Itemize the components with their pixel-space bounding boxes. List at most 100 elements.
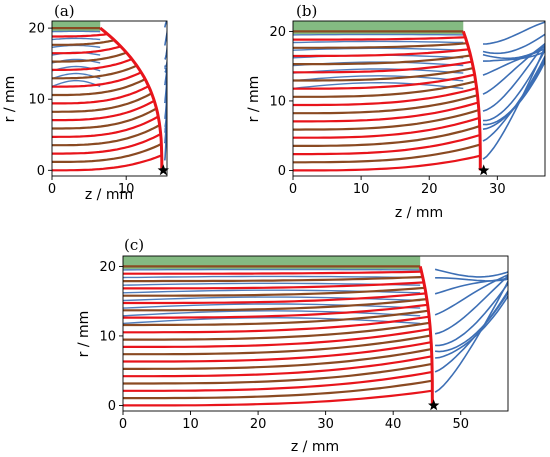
jet-streamline (293, 87, 477, 107)
jet-streamline (123, 334, 431, 356)
outer-streamline (435, 277, 508, 282)
x-tick-label: 10 (353, 182, 370, 197)
jet-streamline (52, 71, 142, 88)
plot-frame (122, 255, 509, 412)
upper-streamline (123, 303, 421, 309)
y-tick-label: 0 (37, 164, 45, 179)
upper-streamline (293, 40, 464, 44)
star-marker (428, 399, 440, 411)
jet-streamline (123, 275, 423, 283)
jet-streamline (123, 348, 432, 370)
x-tick-label: 40 (385, 417, 402, 432)
jet-streamline (293, 94, 478, 115)
y-tick-label: 10 (28, 93, 45, 108)
outer-streamline (435, 291, 508, 353)
jet-streamline (52, 64, 138, 80)
jet-streamline (293, 80, 476, 98)
jet-streamline (293, 116, 480, 139)
jet-streamline (52, 124, 161, 147)
panel-b: 0 10 20 30 0 10 20 (b) z / mm r / mm (246, 2, 546, 221)
outer-streamline (483, 50, 545, 62)
x-tick-label: 0 (289, 182, 297, 197)
outer-streamline (164, 63, 167, 86)
plot-frame (51, 20, 168, 177)
x-axis-label: z / mm (85, 187, 133, 203)
jet-streamline (123, 355, 432, 378)
jet-streamline (123, 379, 433, 400)
y-tick-label: 20 (269, 25, 286, 40)
jet-streamline (52, 107, 158, 130)
jet-streamline (123, 389, 433, 407)
y-tick-label: 0 (108, 399, 116, 414)
outer-streamline (164, 21, 167, 28)
outer-streamline (164, 57, 167, 68)
outer-streamline (435, 294, 508, 359)
jet-streamline (293, 154, 481, 172)
upper-streamline (123, 310, 421, 317)
jet-streamline (52, 78, 146, 97)
x-tick-label: 50 (452, 417, 469, 432)
outer-streamline (482, 42, 545, 95)
jet-streamline (52, 33, 108, 38)
outer-streamline (435, 282, 508, 347)
x-tick-label: 20 (421, 182, 438, 197)
jet-streamline (52, 85, 150, 105)
front-line (418, 266, 434, 406)
jet-streamline (293, 67, 474, 82)
jet-streamline (123, 370, 433, 392)
upper-streamline (123, 316, 421, 325)
jet-streamline (293, 133, 481, 156)
jet-streamline (123, 315, 430, 334)
outer-streamline (482, 33, 545, 55)
jet-streamline (52, 58, 133, 71)
upper-streamline (52, 79, 101, 88)
x-tick-label: 10 (118, 182, 135, 197)
x-axis-label: z / mm (291, 439, 339, 455)
outer-streamline (164, 28, 167, 46)
upper-streamline (123, 275, 421, 279)
jet-streamline (123, 341, 432, 363)
star-marker (157, 164, 169, 176)
upper-streamline (293, 75, 464, 82)
outer-streamline (434, 274, 508, 316)
jet-streamline (123, 298, 427, 312)
panel-a: 0 10 0 10 20 (a) z / mm r / mm (2, 2, 168, 203)
panel-label: (a) (54, 2, 75, 20)
y-tick-label: 10 (99, 329, 116, 344)
panel-label: (c) (124, 236, 144, 254)
jet-streamline (123, 362, 433, 385)
y-tick-label: 0 (278, 164, 286, 179)
y-tick-label: 20 (99, 260, 116, 275)
jet-streamline (123, 281, 424, 290)
jet-streamline (123, 321, 430, 341)
jet-streamline (52, 99, 155, 122)
jet-streamline (123, 328, 431, 348)
outer-streamline (482, 44, 545, 160)
jet-streamline (52, 142, 162, 163)
front-line (99, 26, 164, 171)
y-axis-label: r / mm (2, 76, 18, 123)
jet-streamline (123, 286, 425, 297)
outer-streamline (164, 64, 167, 73)
jet-streamline (293, 101, 479, 123)
jet-streamline (293, 54, 471, 66)
jet-streamline (52, 133, 162, 155)
jet-streamline (52, 92, 153, 113)
x-tick-label: 30 (489, 182, 506, 197)
jet-streamline (293, 108, 480, 131)
front-line (461, 30, 482, 171)
jet-streamline (52, 39, 115, 46)
jet-streamline (293, 143, 481, 164)
outer-streamline (434, 268, 508, 278)
outer-streamline (164, 42, 167, 60)
outer-streamline (164, 67, 167, 104)
outer-streamline (164, 97, 167, 161)
outer-streamline (164, 97, 167, 144)
outer-streamline (164, 92, 167, 128)
x-tick-label: 10 (182, 417, 199, 432)
jet-streamline (123, 270, 422, 275)
upper-streamline (52, 37, 101, 41)
jet-streamline (52, 51, 127, 63)
upper-streamline (293, 68, 464, 74)
jet-streamline (293, 73, 475, 90)
